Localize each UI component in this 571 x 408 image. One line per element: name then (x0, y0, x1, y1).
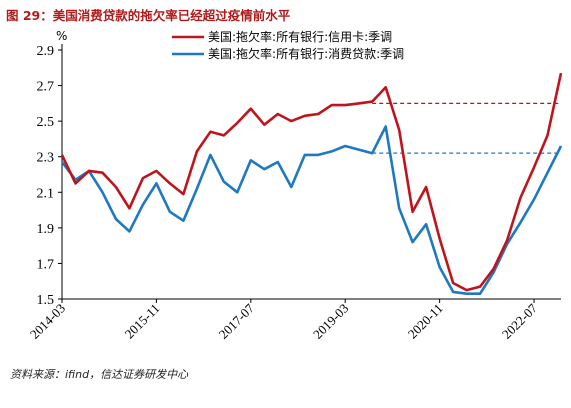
y-axis-unit: % (56, 29, 67, 43)
x-tick-label: 2020-11 (405, 301, 446, 342)
figure-title: 图 29：美国消费贷款的拖欠率已经超过疫情前水平 (6, 8, 291, 23)
y-tick-label: 2.5 (37, 115, 55, 130)
y-tick-label: 2.9 (37, 44, 55, 59)
x-tick-label: 2019-03 (310, 301, 351, 342)
legend-label-2: 美国:拖欠率:所有银行:消费贷款:季调 (208, 46, 404, 61)
axes (61, 44, 561, 300)
y-tick-label: 2.1 (37, 186, 55, 201)
series-line-1 (60, 72, 563, 292)
x-tick-label: 2015-11 (122, 301, 163, 342)
series-lines (60, 72, 563, 296)
y-tick-labels: 1.5 1.7 1.9 2.1 2.3 2.5 2.7 2.9 (37, 44, 62, 308)
source-note: 资料来源：ifind，信达证券研发中心 (10, 368, 189, 381)
x-tick-labels: 2014-03 2015-11 2017-07 2019-03 2020-11 2022-… (27, 299, 541, 342)
x-tick-label: 2022-07 (499, 300, 541, 342)
y-tick-label: 1.7 (37, 257, 55, 272)
y-tick-label: 1.9 (37, 222, 55, 237)
series-line-2 (60, 125, 563, 296)
legend-label-1: 美国:拖欠率:所有银行:信用卡:季调 (208, 29, 392, 44)
y-tick-label: 2.7 (37, 80, 55, 95)
y-tick-label: 1.5 (37, 293, 55, 308)
y-tick-label: 2.3 (37, 151, 55, 166)
x-tick-label: 2017-07 (216, 300, 258, 342)
